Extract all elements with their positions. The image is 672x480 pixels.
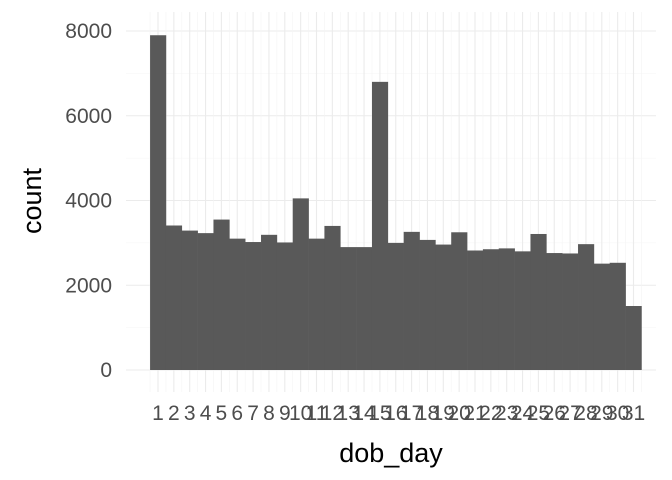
x-tick-label: 19 [432,402,455,425]
bar-day-21 [467,250,484,370]
bar-day-9 [276,242,294,370]
bar-day-6 [229,238,246,370]
x-tick-label: 13 [337,402,360,425]
x-tick-label: 17 [400,402,423,425]
bar-day-30 [609,262,626,370]
x-tick-label: 31 [622,402,645,425]
x-tick-label: 26 [543,402,566,425]
x-tick-labels: 1 2 3 4 5 6 7 8 91011121314151617181920212223242… [152,402,645,425]
bar-day-4 [197,233,214,370]
bar-day-1 [150,35,167,371]
bar-day-31 [625,306,642,370]
bar-day-26 [546,253,563,370]
bar-day-18 [419,239,436,370]
x-tick-label: 16 [384,402,407,425]
y-tick-labels: 0 2000 4000 6000 8000 [65,20,112,382]
bars [150,35,642,371]
y-axis-title: count [17,167,47,234]
bar-day-14 [356,247,373,370]
bar-day-22 [482,249,500,370]
x-tick-label: 27 [558,402,581,425]
x-tick-label: 8 [263,402,275,425]
x-tick-label: 25 [527,402,550,425]
x-tick-label: 30 [606,402,629,425]
bar-day-3 [181,230,198,370]
x-tick-label: 24 [511,402,535,425]
y-tick-label: 0 [100,359,112,382]
bar-day-20 [451,232,468,370]
bar-day-12 [324,225,341,370]
bar-day-24 [514,251,531,370]
x-tick-label: 14 [352,402,376,425]
x-tick-label: 21 [463,402,486,425]
x-tick-label: 20 [447,402,470,425]
y-tick-label: 6000 [65,105,112,128]
x-tick-label: 29 [590,402,613,425]
bar-day-17 [403,231,420,370]
bar-day-15 [371,81,389,370]
y-tick-label: 2000 [65,274,112,297]
x-tick-label: 15 [368,402,391,425]
y-tick-label: 4000 [65,190,112,213]
bar-day-19 [435,244,452,370]
x-tick-label: 4 [200,402,212,425]
bar-day-8 [261,234,278,370]
bar-day-23 [498,248,515,370]
bar-day-13 [340,247,357,370]
bar-day-7 [245,242,262,370]
bar-day-28 [578,244,595,370]
x-tick-label: 3 [184,402,196,425]
y-tick-label: 8000 [65,20,112,43]
bar-day-29 [593,263,611,370]
bar-day-10 [292,198,309,370]
x-axis-title: dob_day [339,438,443,468]
bar-day-27 [562,253,579,370]
bar-day-5 [213,219,230,370]
x-tick-label: 9 [279,402,291,425]
x-tick-label: 12 [321,402,344,425]
x-tick-label: 22 [479,402,502,425]
x-tick-label: 6 [231,402,243,425]
x-tick-label: 7 [247,402,259,425]
bar-day-16 [387,242,404,371]
bar-day-2 [165,225,183,370]
x-tick-label: 18 [416,402,439,425]
x-tick-label: 2 [168,402,180,425]
x-tick-label: 10 [289,402,312,425]
x-tick-label: 11 [306,402,328,425]
bar-day-11 [308,238,325,370]
x-tick-label: 5 [216,402,228,425]
x-tick-label: 23 [495,402,518,425]
x-tick-label: 28 [574,402,597,425]
bar-day-25 [530,233,547,370]
x-tick-label: 1 [152,402,164,425]
